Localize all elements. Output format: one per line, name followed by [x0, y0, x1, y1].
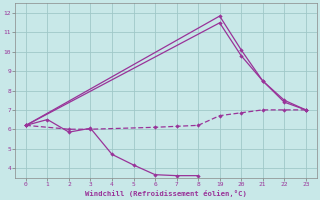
- X-axis label: Windchill (Refroidissement éolien,°C): Windchill (Refroidissement éolien,°C): [85, 190, 247, 197]
